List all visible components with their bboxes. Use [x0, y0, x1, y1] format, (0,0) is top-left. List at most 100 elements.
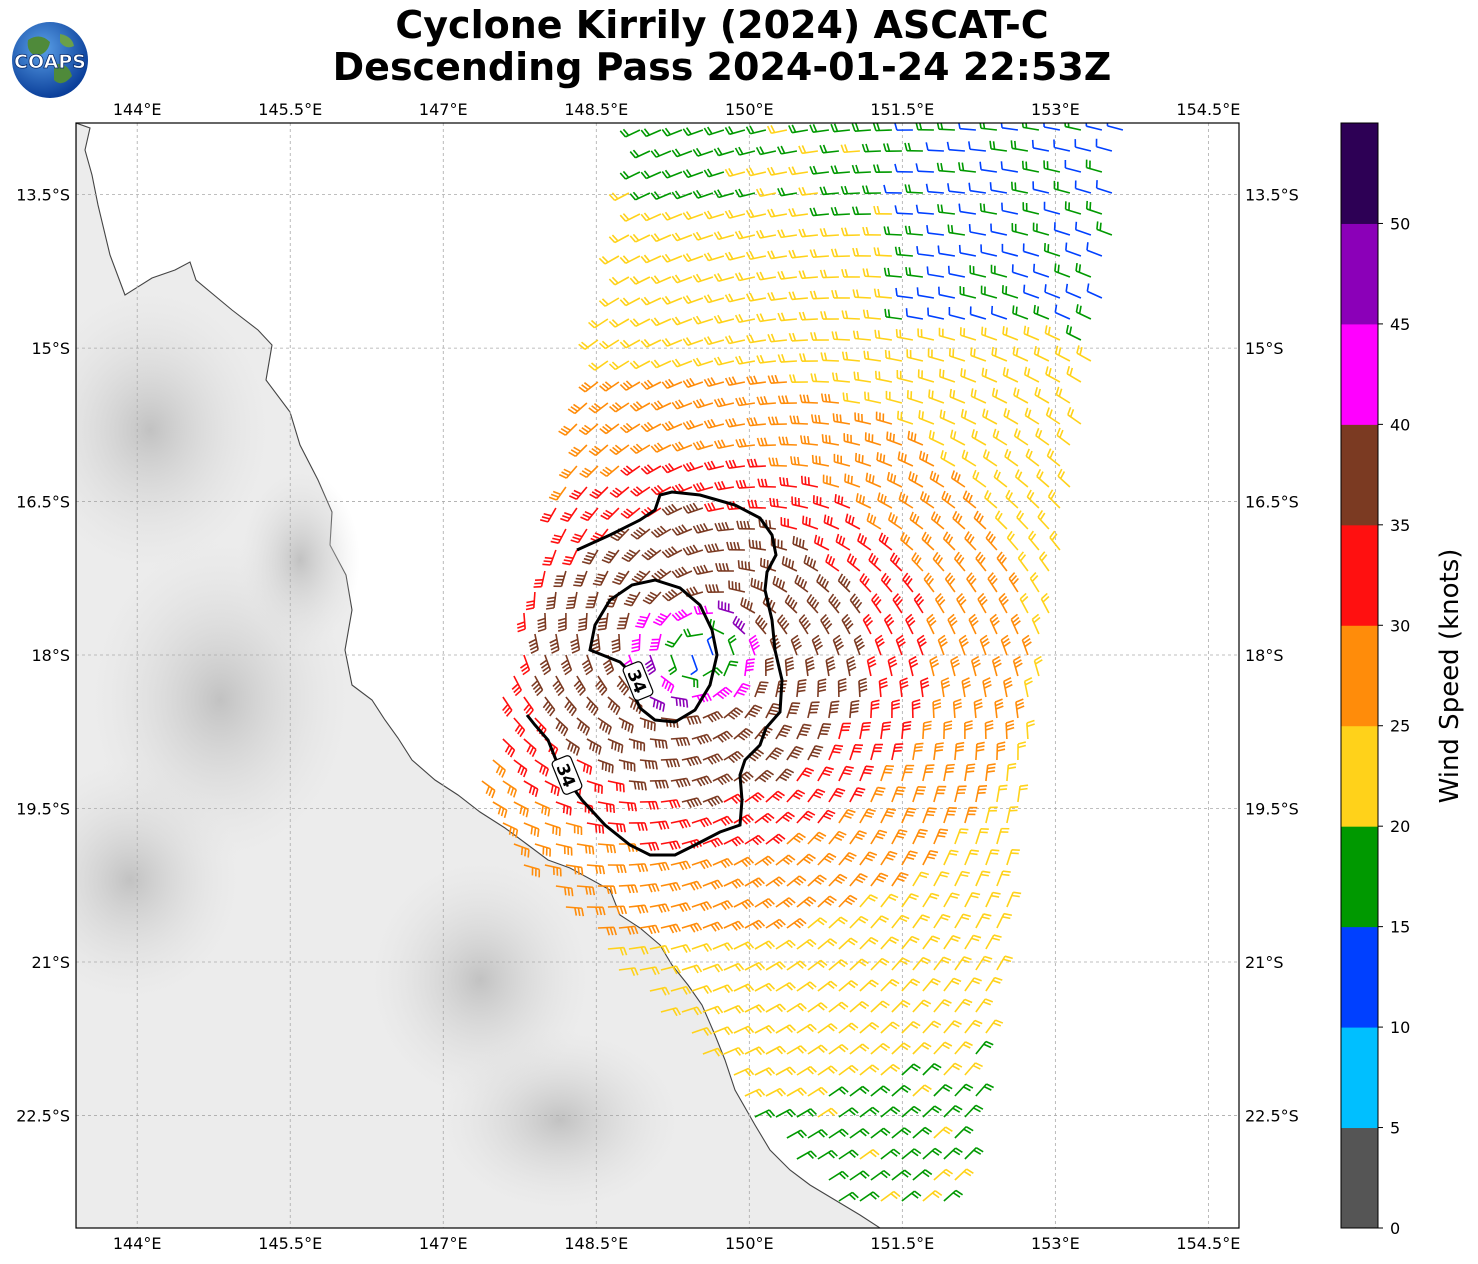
chart-title: Cyclone Kirrily (2024) ASCAT-C Descendin…	[0, 4, 1444, 88]
wind-barb	[650, 149, 672, 158]
wind-barb	[578, 339, 599, 350]
wind-barb	[854, 412, 872, 425]
wind-barb	[725, 459, 746, 470]
wind-barb	[1054, 345, 1071, 362]
wind-barb	[766, 166, 788, 176]
wind-barb	[640, 421, 662, 433]
wind-barb	[735, 355, 756, 365]
wind-barb	[915, 204, 934, 215]
wind-barb	[671, 148, 693, 158]
colorbar-tick-label: 20	[1390, 817, 1410, 836]
coaps-logo-icon: COAPS	[12, 22, 88, 98]
wind-barb	[876, 452, 893, 467]
colorbar-tick-label: 35	[1390, 516, 1410, 535]
wind-barb	[619, 297, 641, 307]
wind-barb	[735, 396, 756, 407]
wind-barb	[777, 187, 798, 197]
wind-barb	[619, 255, 641, 265]
wind-barb	[579, 465, 599, 478]
colorbar-tick-label: 0	[1390, 1219, 1400, 1238]
wind-barb	[937, 204, 955, 215]
wind-barb	[1013, 387, 1029, 404]
wind-barb	[799, 394, 818, 404]
wind-barb	[1056, 427, 1071, 446]
wind-barb	[844, 473, 861, 488]
colorbar-tick-label: 25	[1390, 717, 1410, 736]
wind-barb	[767, 333, 787, 343]
wind-barb	[830, 165, 850, 175]
wind-barb	[831, 290, 850, 299]
colorbar-block	[1341, 123, 1378, 224]
wind-barb	[650, 191, 672, 200]
wind-barb	[833, 453, 851, 467]
wind-barb	[640, 212, 662, 222]
colorbar-block	[1341, 323, 1378, 425]
wind-barb	[567, 402, 588, 415]
wind-barb	[608, 276, 630, 286]
wind-barb	[1036, 468, 1050, 488]
wind-barb	[949, 388, 966, 404]
wind-barb	[798, 228, 818, 238]
wind-barb	[768, 457, 787, 467]
wind-barb	[1021, 160, 1040, 173]
wind-barb	[863, 350, 882, 362]
wind-barb	[661, 127, 683, 137]
wind-barb	[682, 377, 704, 389]
wind-barb	[703, 168, 725, 178]
wind-barb	[746, 417, 766, 427]
wind-barb	[1032, 222, 1050, 236]
wind-barb	[927, 307, 945, 320]
wind-barb	[799, 435, 818, 446]
wind-barb	[692, 147, 714, 157]
wind-barb	[661, 211, 683, 221]
wind-barb	[791, 496, 809, 509]
wind-barb	[746, 458, 766, 468]
wind-barb	[875, 411, 893, 425]
wind-barb	[724, 335, 746, 345]
wind-barb	[981, 367, 998, 383]
wind-barb	[745, 167, 767, 177]
wind-barb	[767, 374, 787, 384]
colorbar-block	[1341, 625, 1378, 727]
wind-barb	[788, 332, 808, 342]
wind-barb	[926, 225, 945, 236]
wind-barb	[905, 266, 924, 278]
colorbar-block	[1341, 1027, 1378, 1129]
wind-barb	[578, 423, 599, 436]
wind-barb	[1043, 123, 1061, 131]
wind-barb	[809, 249, 829, 258]
wind-barb	[939, 409, 956, 425]
wind-barb	[619, 170, 641, 180]
wind-barb	[1022, 202, 1040, 215]
wind-barb	[947, 224, 966, 236]
wind-barb	[789, 415, 808, 425]
wind-barb	[1001, 243, 1019, 257]
wind-barb	[947, 183, 965, 194]
wind-barb	[972, 469, 987, 488]
wind-barb	[1064, 159, 1082, 173]
wind-barb	[1086, 283, 1103, 299]
wind-barb	[1043, 201, 1061, 215]
wind-barb	[800, 475, 819, 488]
wind-barb	[1057, 468, 1071, 488]
wind-barb	[915, 163, 934, 173]
wind-barb	[894, 163, 913, 173]
wind-barb	[734, 188, 756, 198]
wind-barb	[883, 267, 902, 278]
wind-barb	[682, 419, 704, 430]
wind-barb	[703, 502, 725, 512]
colorbar-tick-label: 50	[1390, 214, 1410, 233]
wind-barb	[734, 230, 756, 240]
wind-barb	[1023, 366, 1040, 383]
wind-barb	[703, 418, 725, 429]
wind-barb	[608, 360, 630, 371]
wind-barb	[682, 295, 704, 305]
wind-barb	[777, 353, 797, 363]
colorbar-block	[1341, 424, 1378, 526]
wind-barb	[745, 209, 767, 219]
wind-barb	[767, 208, 788, 218]
wind-barb	[918, 410, 935, 425]
wind-barb	[1095, 180, 1113, 194]
wind-barb	[724, 293, 746, 303]
wind-barb	[927, 348, 945, 362]
